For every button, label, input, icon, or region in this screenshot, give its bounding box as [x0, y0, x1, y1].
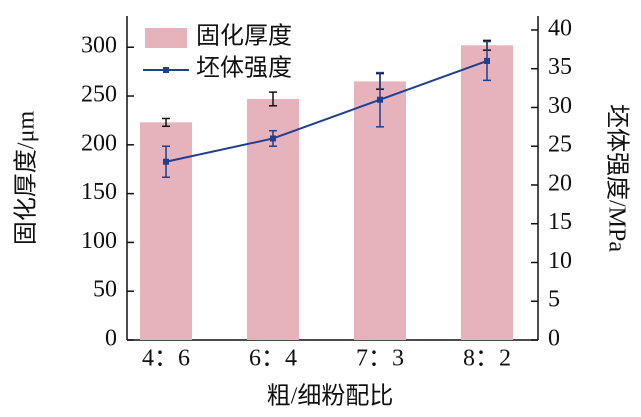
y-axis-label: 固化厚度/μm — [13, 111, 40, 246]
y2-tick-label: 0 — [548, 326, 560, 352]
legend-label: 坯体强度 — [196, 55, 292, 82]
marker — [163, 158, 169, 165]
x-tick-label: 6：4 — [249, 346, 297, 372]
y2-tick-label: 20 — [548, 170, 572, 196]
y2-tick-label: 15 — [548, 209, 572, 235]
x-axis-label: 粗/细粉配比 — [267, 383, 394, 410]
y2-tick-label: 40 — [548, 15, 572, 41]
y2-tick-label: 30 — [548, 93, 572, 119]
x-tick-label: 8：2 — [463, 346, 511, 372]
y-tick-label: 0 — [105, 326, 117, 352]
x-tick-label: 4：6 — [142, 346, 190, 372]
error-bar — [162, 117, 170, 128]
legend-label: 固化厚度 — [196, 23, 292, 50]
legend-swatch — [145, 28, 187, 48]
y-tick-label: 100 — [81, 228, 117, 254]
bar — [461, 45, 513, 341]
y2-tick-label: 10 — [548, 248, 572, 274]
line — [165, 60, 488, 163]
error-bar — [269, 91, 277, 107]
y2-tick-label: 25 — [548, 132, 572, 158]
marker — [270, 135, 276, 142]
marker — [484, 57, 490, 64]
y-tick-label: 200 — [81, 130, 117, 156]
marker — [377, 96, 383, 103]
x-tick-label: 7：3 — [356, 346, 404, 372]
y2-axis-label: 坯体强度/MPa — [603, 104, 630, 252]
y-tick-label: 300 — [81, 33, 117, 59]
y-tick-label: 50 — [93, 277, 117, 303]
legend-marker — [163, 67, 169, 73]
y2-tick-label: 35 — [548, 54, 572, 80]
y-tick-label: 150 — [81, 179, 117, 205]
y2-tick-label: 5 — [548, 287, 560, 313]
y-tick-label: 250 — [81, 82, 117, 108]
